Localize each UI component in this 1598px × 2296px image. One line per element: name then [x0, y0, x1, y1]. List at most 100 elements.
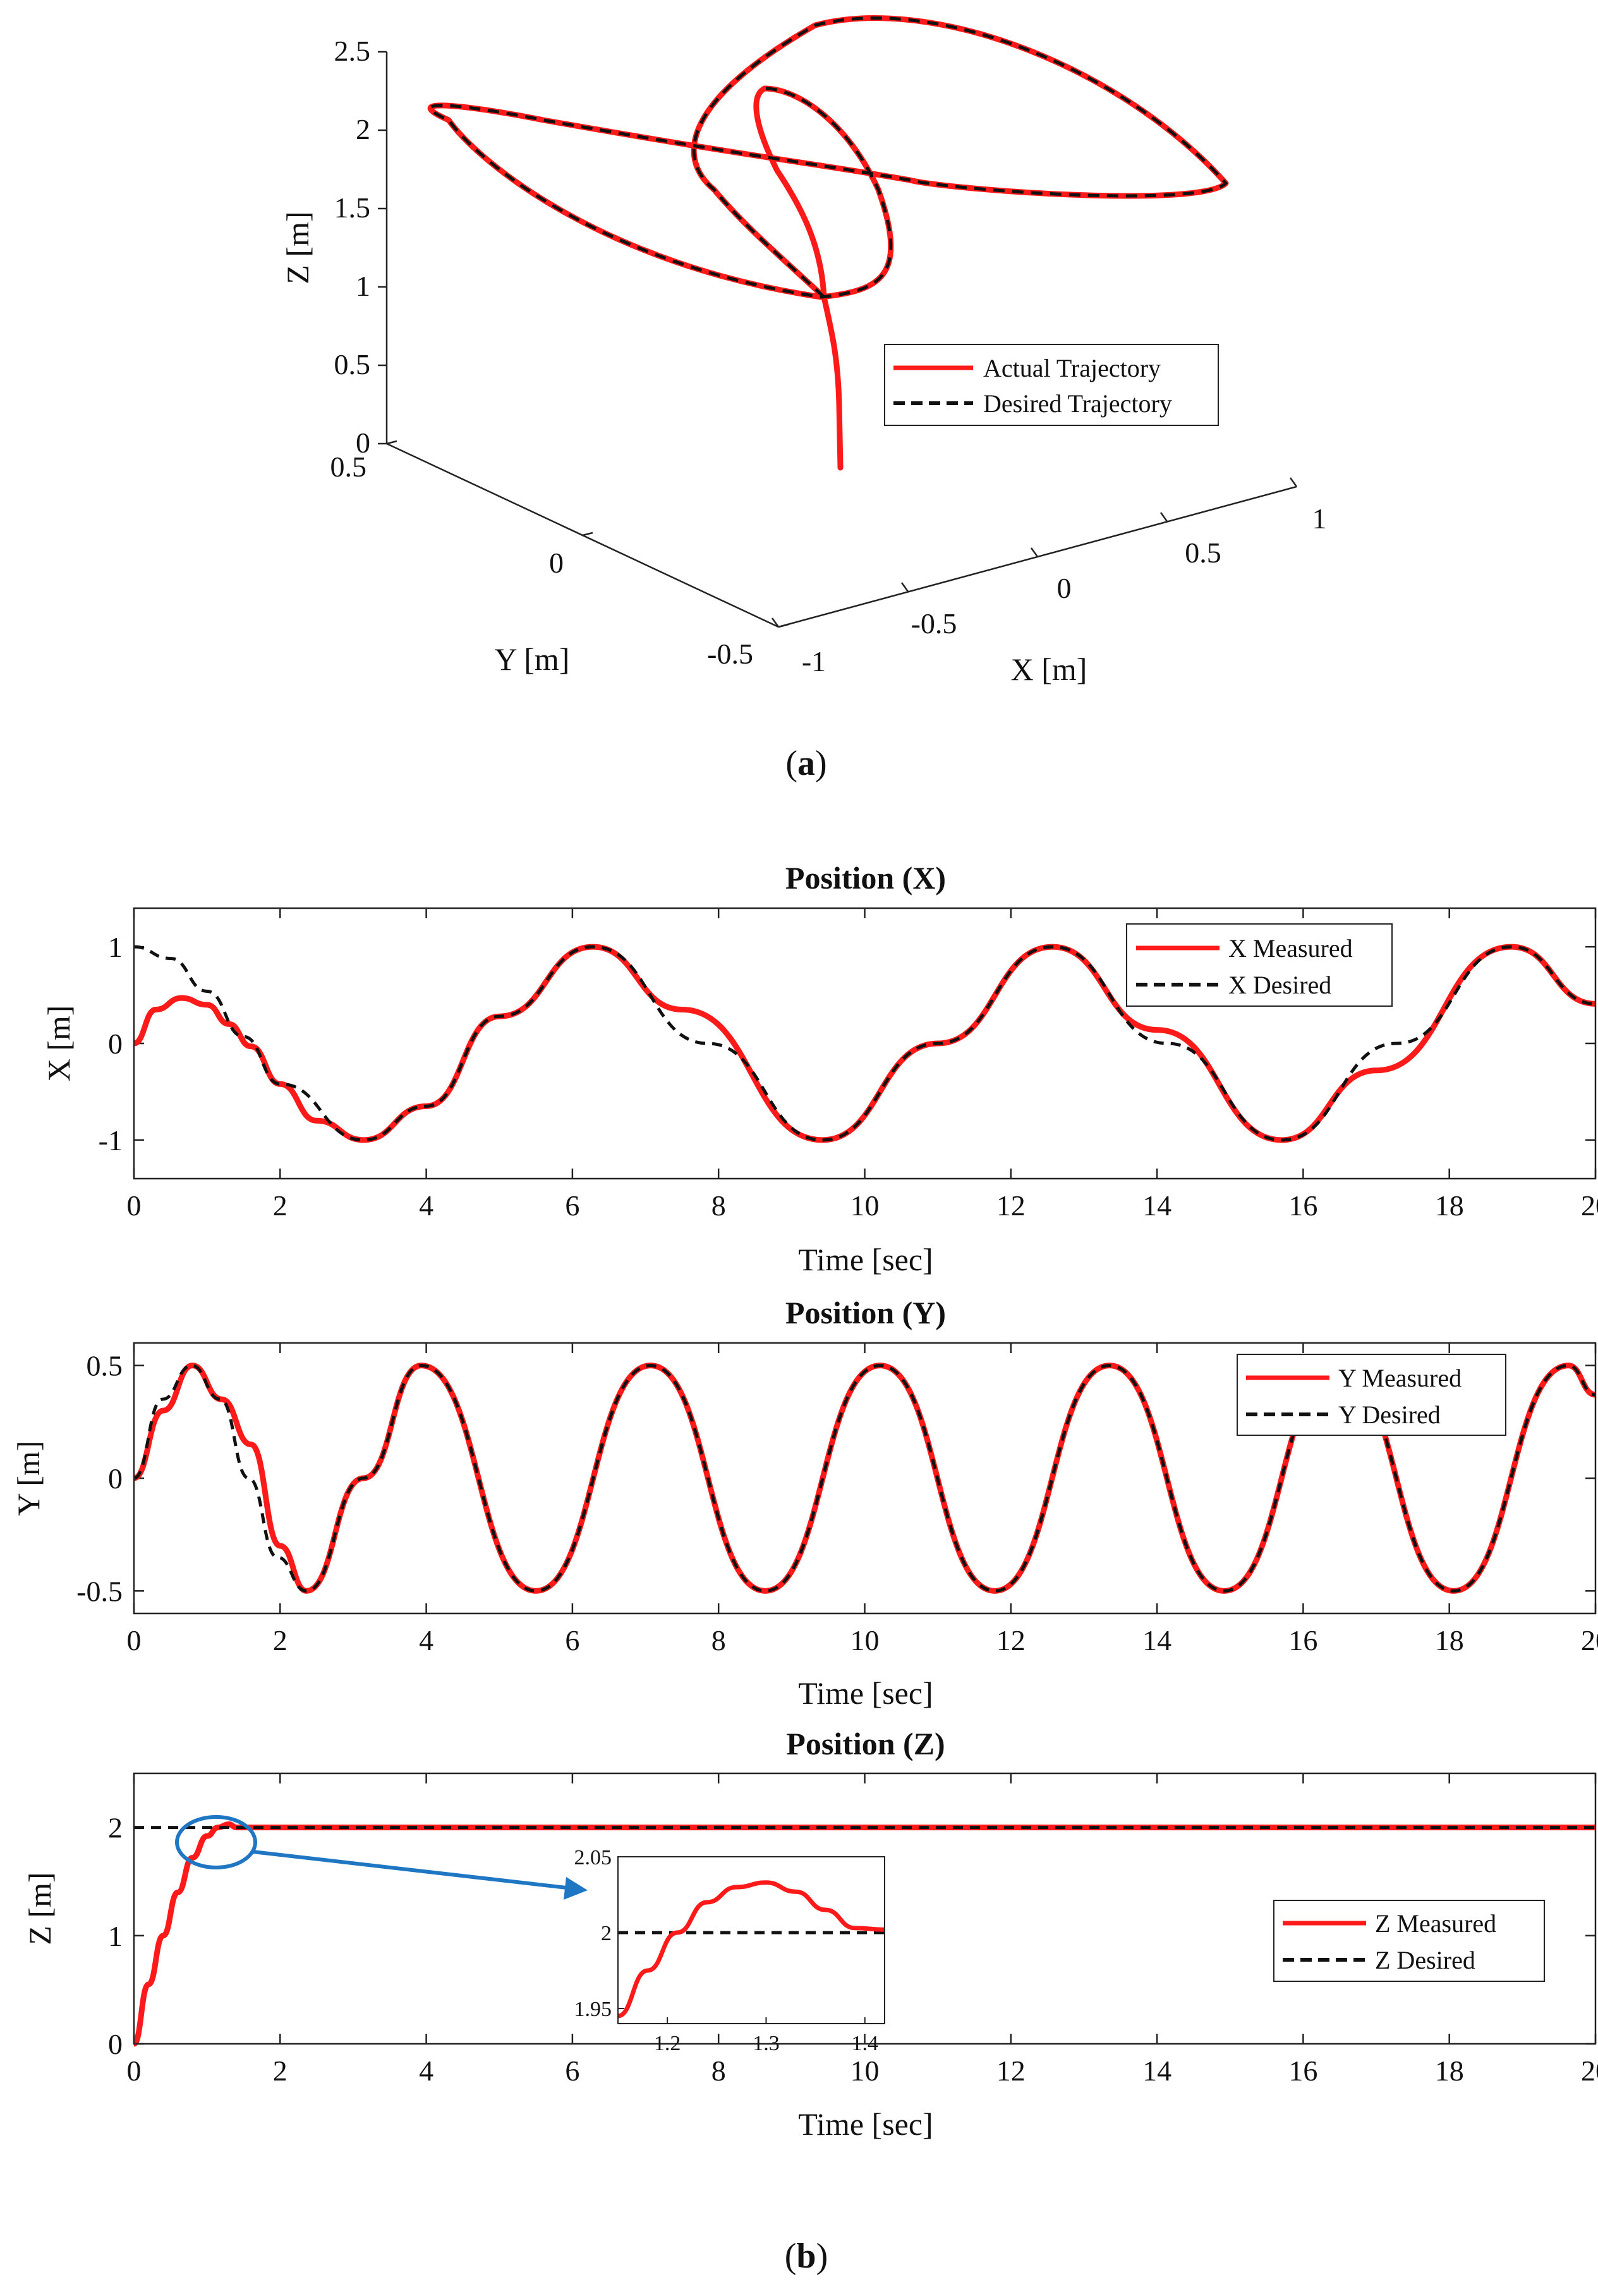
x-tick-label: 18	[1435, 2055, 1464, 2087]
x-tick-label: 14	[1142, 1624, 1171, 1656]
legend-x-box	[1126, 923, 1393, 1007]
y-tick-label: 1	[108, 1920, 123, 1952]
legend-x-measured-label: X Measured	[1228, 934, 1353, 963]
plot-z-xlabel: Time [sec]	[798, 2106, 933, 2142]
x-tick-label: 6	[565, 2055, 579, 2087]
panel-a-3d-plot: 0 0.5 1 1.5 2 2.5 Z [m] 0.5 0 -0.5 Y [m]…	[280, 15, 1327, 687]
y-tick-label: 0	[108, 1028, 123, 1060]
z-tick-label: 1	[356, 270, 370, 302]
legend-y-measured-label: Y Measured	[1338, 1364, 1462, 1392]
plot-z-title: Position (Z)	[786, 1726, 945, 1761]
desired-trajectory-3d	[428, 16, 1228, 299]
x-tick-label: -0.5	[911, 607, 957, 640]
legend-3d-actual-label: Actual Trajectory	[983, 354, 1161, 382]
legend-3d: Actual Trajectory Desired Trajectory	[884, 344, 1219, 426]
series-line-measured	[131, 1821, 1595, 2047]
y-tick-label: 0.5	[87, 1350, 123, 1382]
x-tick-label: 6	[565, 1189, 579, 1222]
x-tick-label: 2	[273, 1624, 288, 1656]
z-ticks	[378, 51, 387, 445]
x-tick-label: 18	[1435, 1624, 1464, 1656]
plot-x-title: Position (X)	[785, 860, 946, 896]
x-axis-label: X [m]	[1011, 652, 1087, 687]
plot-x-ylabel: X [m]	[41, 1005, 76, 1082]
plot-y-frame	[133, 1342, 1597, 1615]
x-tick-label: 10	[850, 2055, 880, 2087]
y-tick-label: -0.5	[76, 1575, 123, 1607]
x-tick-label: 0	[127, 1624, 142, 1656]
legend-x: X Measured X Desired	[1126, 923, 1393, 1007]
caption-a: (a)	[785, 744, 826, 783]
inset-series	[617, 1880, 885, 2019]
x-tick-label: 20	[1581, 2055, 1598, 2087]
x-tick-label: 0.5	[1185, 537, 1221, 569]
plot-x-series	[133, 944, 1596, 1143]
plot-z-frame	[133, 1772, 1597, 2045]
inset-x-tick-label: 1.2	[654, 2032, 681, 2055]
plot-y-xlabel: Time [sec]	[798, 1675, 933, 1711]
x-tick-label: 1	[1312, 502, 1327, 535]
y-tick-label: 1	[108, 931, 123, 963]
x-tick-label: 14	[1142, 2055, 1171, 2087]
y-tick-label: 0	[108, 2028, 123, 2060]
z-tick-label: 2.5	[334, 35, 371, 67]
y-ticks	[386, 440, 789, 628]
x-tick-label: 8	[711, 1189, 726, 1222]
plot-y-title: Position (Y)	[785, 1295, 946, 1330]
inset-x-tick-label: 1.4	[851, 2032, 878, 2055]
inset-y-tick-label: 2.05	[574, 1846, 612, 1869]
inset-frame	[617, 1856, 885, 2024]
legend-y: Y Measured Y Desired	[1237, 1354, 1506, 1436]
zoom-ellipse	[175, 1815, 257, 1869]
x-ticks	[771, 477, 1298, 628]
inset-measured-line	[617, 1880, 885, 2019]
x-tick-label: 4	[419, 1624, 433, 1656]
inset-background	[618, 1857, 885, 2024]
x-tick-label: 0	[127, 2055, 142, 2087]
x-tick-label: 10	[850, 1189, 880, 1222]
plot-x-frame	[133, 907, 1597, 1180]
x-tick-label: 14	[1142, 1189, 1171, 1222]
x-tick-label: -1	[802, 645, 826, 677]
x-tick-label: 4	[419, 1189, 433, 1222]
legend-z-box	[1273, 1900, 1545, 1982]
inset-y-tick-label: 2	[601, 1922, 612, 1945]
caption-b-letter: b	[796, 2237, 816, 2276]
series-line-desired	[133, 945, 1596, 1142]
caption-b: (b)	[785, 2237, 828, 2276]
y-axis-label: Y [m]	[495, 641, 570, 677]
x-tick-label: 4	[419, 2055, 433, 2087]
legend-z-measured-label: Z Measured	[1375, 1909, 1496, 1938]
x-tick-label: 12	[996, 1624, 1026, 1656]
zoom-arrowhead	[564, 1877, 588, 1900]
y-tick-label: -0.5	[707, 638, 753, 670]
y-tick-label: 2	[108, 1812, 123, 1844]
x-tick-label: 16	[1288, 2055, 1317, 2087]
x-tick-label: 0	[127, 1189, 142, 1222]
legend-y-box	[1237, 1354, 1506, 1436]
z-axis-label: Z [m]	[280, 211, 315, 284]
y-tick-label: 0	[108, 1462, 123, 1495]
x-tick-label: 20	[1581, 1189, 1598, 1222]
x-tick-label: 8	[711, 1624, 726, 1656]
inset-x-tick-label: 1.3	[753, 2032, 780, 2055]
inset-y-tick-label: 1.95	[574, 1998, 612, 2021]
x-tick-label: 18	[1435, 1189, 1464, 1222]
x-tick-label: 8	[711, 2055, 726, 2087]
legend-z-desired-label: Z Desired	[1375, 1946, 1475, 1974]
legend-z: Z Measured Z Desired	[1273, 1900, 1545, 1982]
x-tick-label: 2	[273, 2055, 288, 2087]
caption-a-letter: a	[797, 744, 815, 783]
legend-3d-box	[884, 344, 1219, 426]
plot-z-series	[131, 1821, 1595, 2047]
plot-y-ylabel: Y [m]	[11, 1441, 46, 1516]
x-tick-label: 20	[1581, 1624, 1598, 1656]
legend-x-desired-label: X Desired	[1228, 971, 1331, 999]
x-tick-label: 16	[1288, 1624, 1317, 1656]
inset-ticks: 1.2 1.3 1.4 1.95 2 2.05	[574, 1846, 878, 2055]
y-tick-label: 0	[549, 547, 564, 579]
inset-plot: 1.2 1.3 1.4 1.95 2 2.05	[574, 1846, 885, 2055]
